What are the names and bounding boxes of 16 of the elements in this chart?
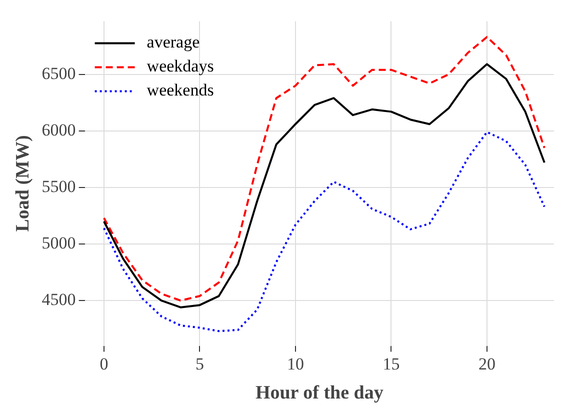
y-tick-label: 4500: [42, 290, 76, 310]
y-tick-label: 5500: [42, 176, 76, 196]
legend-label: average: [146, 32, 200, 52]
x-tick-label: 10: [286, 354, 304, 374]
y-tick-label: 6000: [42, 120, 76, 140]
x-tick-label: 0: [100, 354, 108, 374]
x-tick-label: 5: [195, 354, 204, 374]
x-tick-label: 20: [478, 354, 496, 374]
y-tick-label: 5000: [42, 233, 76, 252]
x-tick-label: 15: [382, 354, 400, 374]
legend-label: weekdays: [146, 56, 214, 76]
legend-label: weekends: [146, 80, 214, 100]
y-axis-title: Load (MW): [12, 135, 34, 232]
y-tick-label: 6500: [42, 64, 76, 83]
line-series: [102, 131, 546, 332]
x-axis-title: Hour of the day: [255, 382, 384, 404]
